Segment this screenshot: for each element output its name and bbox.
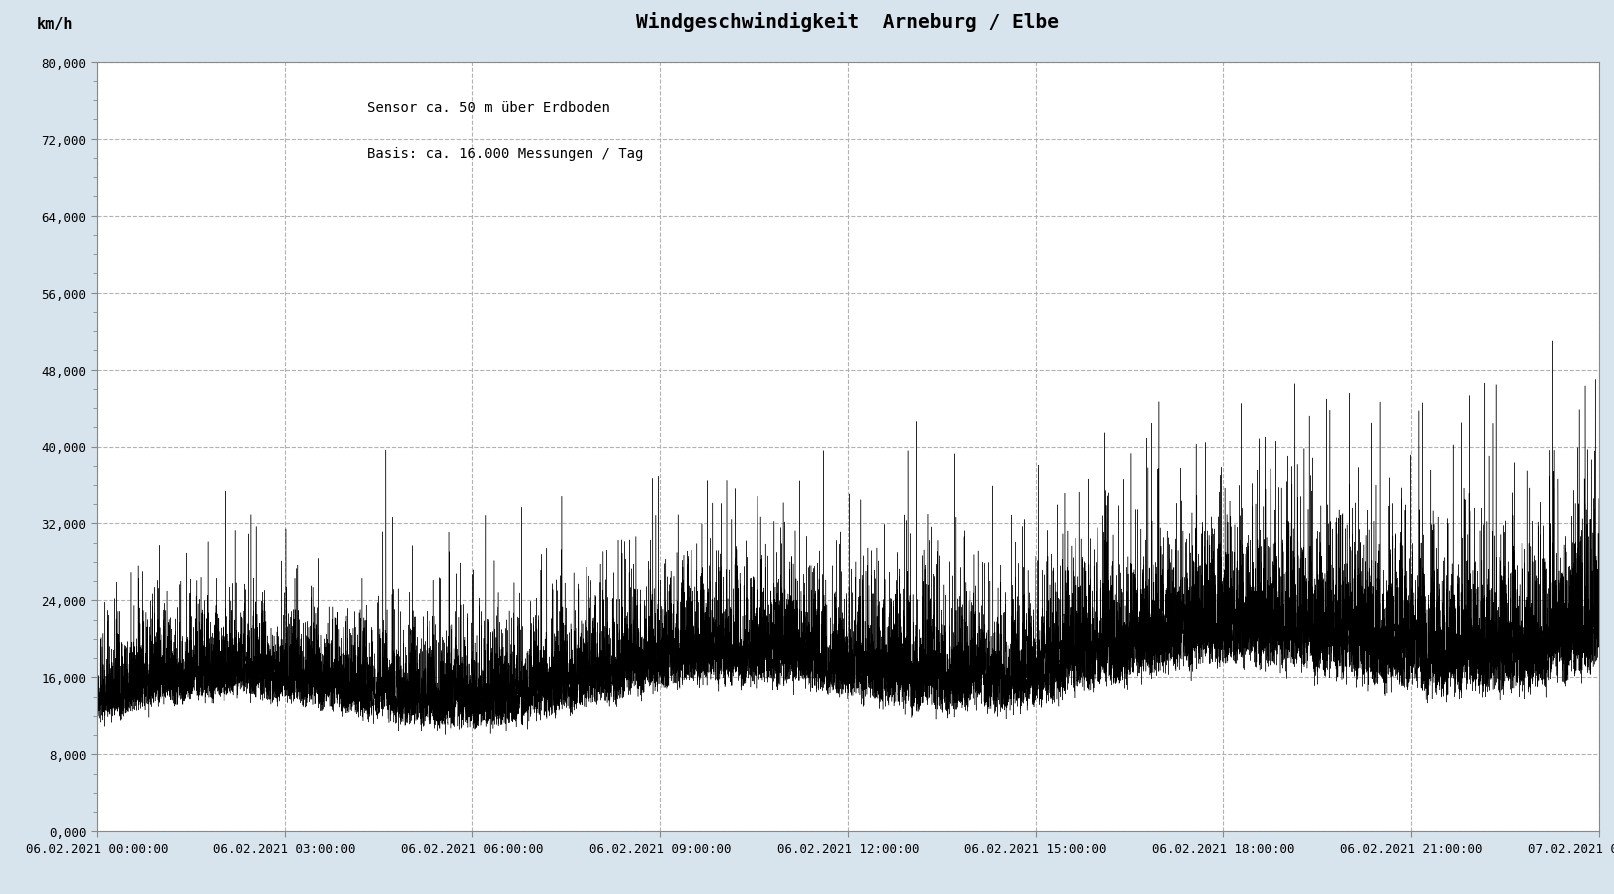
Text: km/h: km/h bbox=[37, 17, 73, 32]
Text: Basis: ca. 16.000 Messungen / Tag: Basis: ca. 16.000 Messungen / Tag bbox=[366, 148, 644, 161]
Text: Windgeschwindigkeit  Arneburg / Elbe: Windgeschwindigkeit Arneburg / Elbe bbox=[636, 12, 1059, 32]
Text: Sensor ca. 50 m über Erdboden: Sensor ca. 50 m über Erdboden bbox=[366, 101, 610, 115]
